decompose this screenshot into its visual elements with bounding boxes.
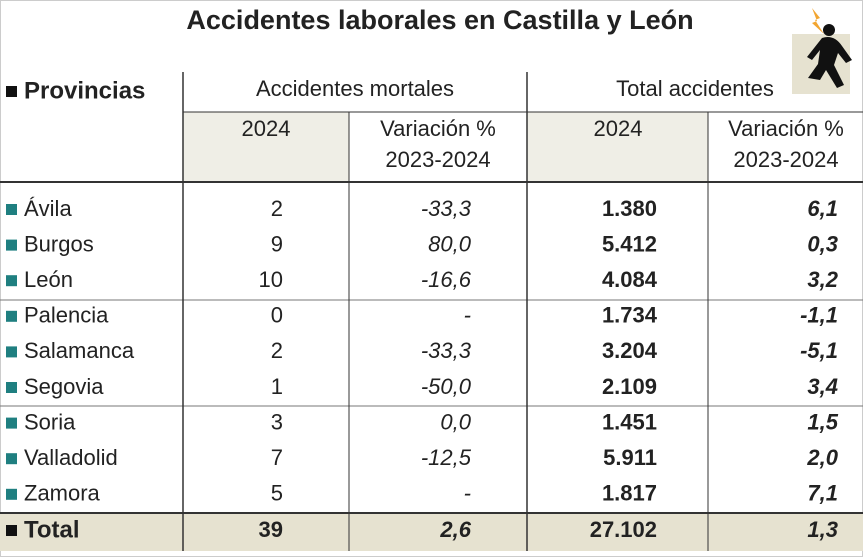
sub-header: Variación % [380,116,496,141]
bullet [6,525,17,536]
cell-value: 2.109 [602,374,657,399]
bullet [6,417,17,429]
cell-value: -33,3 [421,338,472,363]
cell-value: 3.204 [602,338,658,363]
bullet [6,488,17,500]
cell-value: 7 [271,445,283,470]
cell-value: 7,1 [807,481,838,506]
cell-value: 1,3 [807,517,838,542]
cell-value: 3,4 [807,374,838,399]
province-name: Soria [24,409,76,434]
province-name: Valladolid [24,445,118,470]
sub-header: Variación % [728,116,844,141]
cell-value: 5.911 [603,445,657,470]
sub-header: 2023-2024 [733,147,838,172]
cell-value: 1,5 [807,409,838,434]
cell-value: 5 [271,481,283,506]
group-header: Accidentes mortales [256,76,454,101]
cell-value: 6,1 [807,196,838,221]
cell-value: 1.734 [602,303,658,328]
bullet [6,239,17,251]
cell-value: 10 [259,267,283,292]
header-shade [527,112,708,182]
cell-value: - [464,481,471,506]
cell-value: 2 [271,338,283,363]
cell-value: 27.102 [590,517,657,542]
cell-value: - [464,303,471,328]
cell-value: 3,2 [807,267,838,292]
total-label: Total [24,516,80,543]
cell-value: 2,0 [806,445,838,470]
sub-header: 2023-2024 [385,147,490,172]
sub-header: 2024 [242,116,291,141]
rules [0,72,863,551]
bullet [6,204,17,215]
total-shade [0,513,863,551]
cell-value: 9 [271,231,283,256]
cell-value: 1 [271,374,283,399]
bullet [6,275,17,287]
cell-value: -50,0 [421,374,472,399]
province-name: Segovia [24,374,104,399]
cell-value: 5.412 [602,231,657,256]
province-name: Burgos [24,231,94,256]
bullet [6,346,17,358]
cell-value: 0,0 [440,409,471,434]
cell-value: -33,3 [421,196,472,221]
province-name: Zamora [24,481,101,506]
cell-value: 0 [271,303,283,328]
bullet [6,382,17,393]
province-name: Ávila [24,196,72,221]
bullet [6,453,17,465]
header-shade [183,112,349,182]
cell-value: -1,1 [800,303,838,328]
cell-value: 4.084 [602,267,658,292]
province-name: Palencia [24,303,109,328]
cell-value: -5,1 [800,338,838,363]
cell-value: 1.817 [602,481,657,506]
bullet [6,310,17,322]
bullet [6,86,17,97]
cell-value: -16,6 [421,267,472,292]
cell-value: 2 [271,196,283,221]
worker-icon [792,8,852,94]
province-name: León [24,267,73,292]
group-header: Total accidentes [616,76,774,101]
cell-value: 3 [271,409,283,434]
cell-value: 1.380 [602,196,657,221]
cell-value: 0,3 [807,231,838,256]
corner-header: Provincias [24,77,145,104]
cell-value: 80,0 [428,231,472,256]
cell-value: -12,5 [421,445,472,470]
title: Accidentes laborales en Castilla y León [186,5,693,35]
cell-value: 2,6 [439,517,471,542]
cell-value: 39 [259,517,283,542]
province-name: Salamanca [24,338,135,363]
sub-header: 2024 [594,116,643,141]
cell-value: 1.451 [602,409,657,434]
